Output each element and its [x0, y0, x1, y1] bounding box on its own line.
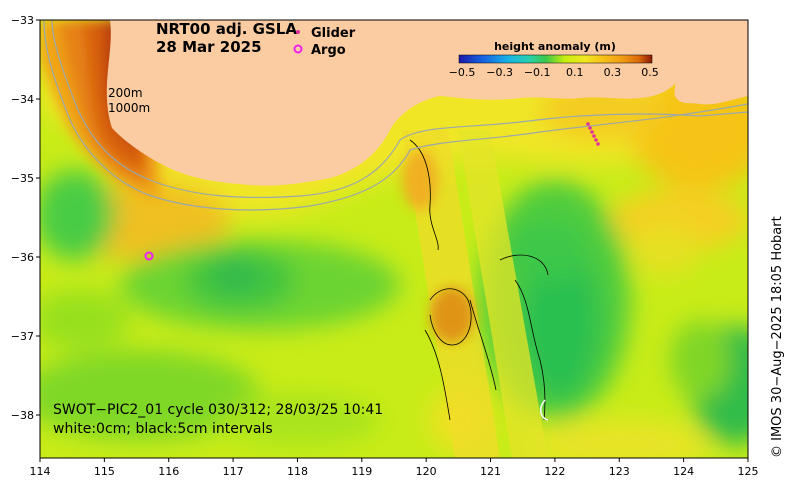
x-tick-label: 119 [351, 465, 372, 478]
map-title: NRT00 adj. GSLA [156, 20, 297, 38]
x-axis: 114 115 116 117 118 119 120 121 122 123 124 125 [30, 458, 759, 478]
glider-track [586, 122, 600, 146]
sla-field [40, 20, 748, 458]
glider-legend-label: Glider [311, 26, 356, 41]
x-tick-label: 117 [223, 465, 244, 478]
x-tick-label: 122 [544, 465, 565, 478]
x-tick-label: 118 [287, 465, 308, 478]
argo-legend-label: Argo [311, 43, 346, 58]
swot-caption-line1: SWOT−PIC2_01 cycle 030/312; 28/03/25 10:… [53, 402, 383, 418]
isobath-label-1000: 1000m [108, 101, 150, 115]
argo-float-marker [144, 251, 154, 261]
x-tick-label: 123 [609, 465, 630, 478]
colorbar-title: height anomaly (m) [494, 40, 616, 53]
x-tick-label: 114 [30, 465, 51, 478]
swot-caption-line2: white:0cm; black:5cm intervals [53, 421, 273, 437]
map-date: 28 Mar 2025 [156, 38, 262, 56]
colorbar-tick-label: −0.5 [449, 66, 476, 79]
y-tick-label: −36 [11, 251, 34, 264]
y-tick-label: −35 [11, 172, 34, 185]
colorbar-tick-label: 0.1 [566, 66, 584, 79]
glider-legend-dot [296, 30, 300, 34]
x-tick-label: 124 [673, 465, 694, 478]
x-tick-label: 125 [738, 465, 759, 478]
colorbar-ticks: −0.5 −0.3 −0.1 0.1 0.3 0.5 [449, 66, 659, 79]
zero-contour [540, 399, 549, 421]
x-tick-label: 116 [158, 465, 179, 478]
y-tick-label: −37 [11, 330, 34, 343]
colorbar-tick-label: −0.3 [486, 66, 513, 79]
swot-contours [409, 139, 549, 421]
copyright-text: © IMOS 30−Aug−2025 18:05 Hobart [770, 216, 785, 458]
colorbar-tick-label: 0.5 [641, 66, 659, 79]
colorbar [458, 54, 653, 64]
x-tick-label: 115 [94, 465, 115, 478]
x-tick-label: 120 [416, 465, 437, 478]
colorbar-tick-label: −0.1 [524, 66, 551, 79]
swot-swath-east [458, 130, 548, 458]
isobaths [43, 20, 748, 211]
y-tick-label: −34 [11, 93, 34, 106]
argo-legend-icon [293, 44, 303, 54]
y-tick-label: −33 [11, 14, 34, 27]
x-tick-label: 121 [480, 465, 501, 478]
y-tick-label: −38 [11, 409, 34, 422]
colorbar-tick-label: 0.3 [604, 66, 622, 79]
y-axis: −33 −34 −35 −36 −37 −38 [11, 14, 40, 422]
isobath-label-200: 200m [108, 86, 143, 100]
